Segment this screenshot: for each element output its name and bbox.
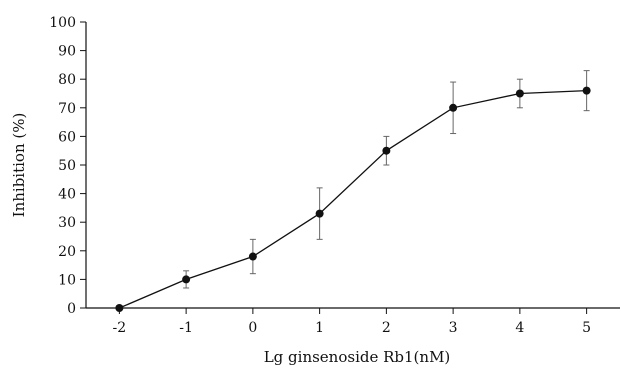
x-axis-title: Lg ginsenoside Rb1(nM)	[264, 348, 451, 366]
y-tick-label: 20	[58, 244, 76, 260]
y-tick-label: 40	[58, 187, 76, 203]
y-tick-label: 70	[58, 101, 76, 117]
x-tick-label: 2	[382, 320, 391, 336]
data-point	[582, 86, 591, 95]
data-point	[115, 304, 124, 312]
error-bars	[183, 70, 590, 289]
x-tick-label: 3	[449, 320, 458, 336]
x-tick-label: 1	[315, 320, 324, 336]
x-tick-label: -2	[113, 320, 127, 336]
y-tick-label: 10	[58, 272, 76, 288]
y-tick-label: 80	[58, 72, 76, 88]
y-tick-label: 50	[58, 158, 76, 174]
axes	[85, 22, 620, 309]
y-tick-label: 0	[67, 301, 76, 317]
x-ticks: -2 -1 0 1 2 3 4 5	[113, 308, 591, 336]
data-point	[382, 146, 391, 155]
data-point	[248, 252, 257, 261]
x-tick-label: 4	[515, 320, 524, 336]
y-axis-title: Inhibition (%)	[10, 113, 28, 218]
x-tick-label: 0	[248, 320, 257, 336]
data-point	[182, 275, 191, 284]
y-tick-label: 60	[58, 129, 76, 145]
y-tick-label: 30	[58, 215, 76, 231]
y-ticks: 0 10 20 30 40 50 60 70 80 90 100	[49, 15, 86, 317]
y-tick-label: 100	[49, 15, 76, 31]
data-point	[449, 103, 458, 112]
data-points	[115, 86, 591, 312]
data-point	[315, 209, 324, 218]
data-point	[515, 89, 524, 98]
x-tick-label: 5	[582, 320, 591, 336]
series-line	[119, 89, 587, 309]
x-tick-label: -1	[179, 320, 193, 336]
y-tick-label: 90	[58, 44, 76, 60]
